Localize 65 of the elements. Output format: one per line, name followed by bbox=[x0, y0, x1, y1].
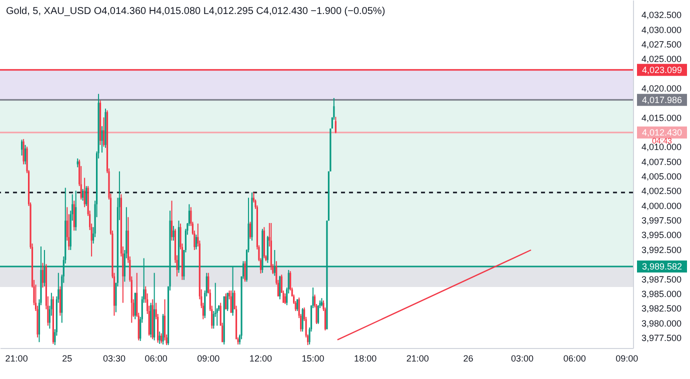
y-tick-label: 4,005.000 bbox=[642, 172, 682, 182]
x-tick-label: 09:00 bbox=[197, 354, 220, 364]
candlestick bbox=[21, 139, 23, 156]
candlestick bbox=[244, 260, 246, 282]
candlestick bbox=[302, 308, 304, 332]
candlestick bbox=[279, 275, 281, 300]
x-tick-label: 06:00 bbox=[563, 354, 586, 364]
x-tick-label: 21:00 bbox=[5, 354, 28, 364]
ref-line-label: 4,012.430 bbox=[642, 127, 682, 138]
candlestick bbox=[134, 292, 136, 320]
candlestick bbox=[82, 188, 84, 202]
candlestick bbox=[284, 292, 286, 304]
candlestick bbox=[102, 116, 105, 148]
y-tick-label: 3,985.000 bbox=[642, 288, 682, 299]
y-tick-label: 3,997.500 bbox=[642, 216, 682, 226]
candlestick bbox=[24, 144, 26, 165]
candlestick bbox=[317, 304, 320, 324]
y-tick-label: 4,025.000 bbox=[642, 54, 682, 64]
y-tick-label: 4,000.000 bbox=[642, 200, 682, 211]
candlestick bbox=[195, 234, 197, 250]
candlestick bbox=[59, 286, 61, 316]
x-tick-label: 03:30 bbox=[102, 354, 126, 364]
y-tick-label: 4,030.000 bbox=[642, 24, 682, 35]
x-tick-label: 26 bbox=[463, 354, 474, 364]
y-tick-label: 3,980.000 bbox=[642, 318, 682, 328]
text: Gold, 5, XAU_USD O4,014.360 H4,015.080 L4,012.295 C4,012.430 −1.900 (−0.05%) bbox=[6, 6, 386, 17]
candlestick bbox=[226, 292, 228, 312]
y-tick-label: 4,002.500 bbox=[642, 186, 682, 196]
candlestick bbox=[230, 290, 232, 314]
candlestick bbox=[42, 262, 44, 288]
x-tick-label: 06:00 bbox=[144, 354, 168, 364]
y-tick-label: 3,992.500 bbox=[642, 244, 682, 255]
y-tick-label: 3,987.500 bbox=[642, 274, 682, 284]
candlestick bbox=[220, 302, 222, 326]
x-tick-label: 03:00 bbox=[511, 354, 534, 364]
y-tick-label: 3,982.500 bbox=[642, 304, 682, 314]
x-tick-label: 12:00 bbox=[249, 354, 272, 364]
y-tick-label: 4,015.000 bbox=[642, 112, 682, 123]
ref-line-label: 4,017.986 bbox=[642, 94, 682, 105]
candlestick bbox=[84, 177, 86, 208]
candlestick bbox=[225, 292, 227, 310]
candlestick bbox=[249, 221, 252, 240]
candlestick bbox=[280, 274, 282, 294]
candlestick bbox=[334, 116, 336, 134]
candlestick bbox=[86, 186, 88, 206]
y-tick-label: 4,007.500 bbox=[642, 156, 682, 167]
y-tick-label: 4,032.500 bbox=[642, 10, 682, 20]
candlestick bbox=[75, 190, 77, 232]
x-tick-label: 15:00 bbox=[302, 354, 324, 364]
y-tick-label: 4,027.500 bbox=[642, 40, 682, 50]
x-tick-label: 09:00 bbox=[616, 354, 638, 364]
y-tick-label: 3,995.000 bbox=[642, 230, 682, 240]
candlestick bbox=[73, 200, 75, 232]
ref-line-label: 4,023.099 bbox=[642, 64, 682, 75]
x-tick-label: 25 bbox=[62, 354, 72, 364]
candlestick bbox=[266, 235, 268, 264]
ref-line-label: 3,989.582 bbox=[642, 262, 682, 272]
y-tick-label: 4,010.000 bbox=[642, 142, 682, 152]
candlestick bbox=[160, 332, 162, 344]
x-tick-label: 18:00 bbox=[354, 354, 377, 364]
candlestick bbox=[164, 298, 166, 341]
y-tick-label: 4,020.000 bbox=[642, 84, 682, 94]
y-tick-label: 3,977.500 bbox=[642, 332, 682, 343]
candlestick bbox=[234, 290, 236, 310]
x-tick-label: 21:00 bbox=[406, 354, 429, 364]
